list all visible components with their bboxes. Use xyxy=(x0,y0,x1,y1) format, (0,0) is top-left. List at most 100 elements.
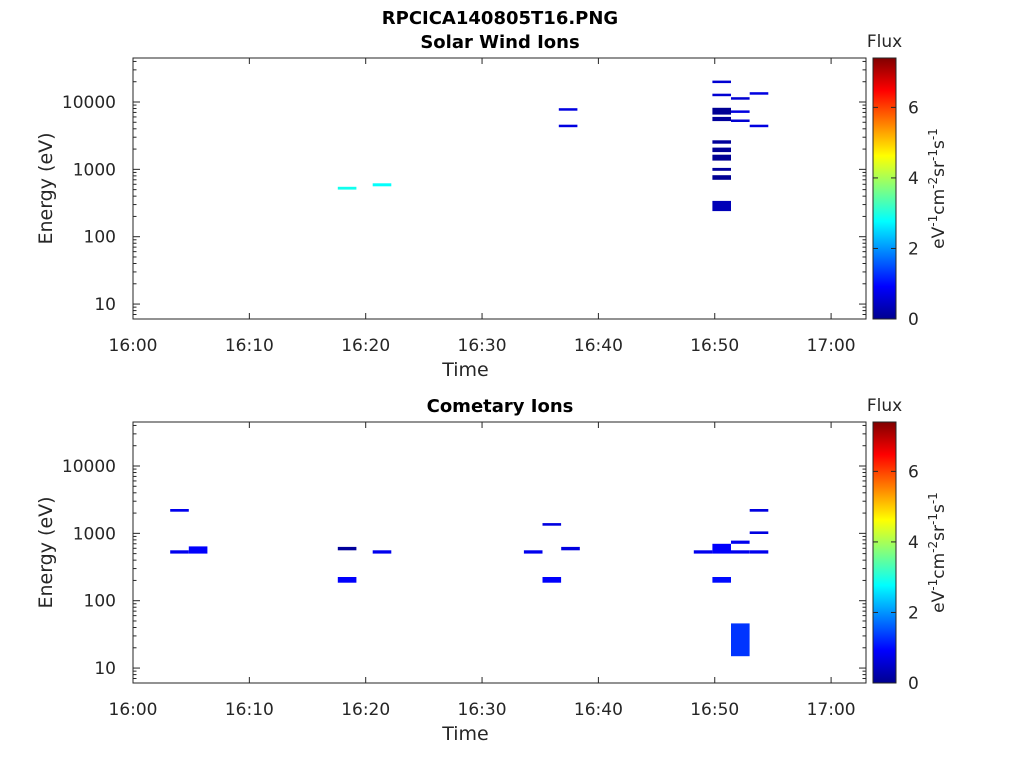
flux-cell xyxy=(372,183,392,187)
unit-text: eV xyxy=(929,226,949,248)
y-tick-label: 1000 xyxy=(73,160,116,180)
panel-title: Solar Wind Ions xyxy=(420,32,579,53)
x-tick-label: 16:00 xyxy=(109,700,158,720)
unit-superscript: -2 xyxy=(926,177,940,189)
x-tick-label: 16:20 xyxy=(341,700,390,720)
x-tick-label: 16:40 xyxy=(574,700,623,720)
y-axis-label: Energy (eV) xyxy=(35,496,57,608)
flux-cell xyxy=(712,147,731,153)
unit-text: cm xyxy=(929,553,949,579)
plot-area-frame xyxy=(132,421,867,684)
colorbar-tick-label: 4 xyxy=(908,533,919,553)
y-tick-label: 100 xyxy=(84,592,116,612)
flux-cell xyxy=(712,140,731,144)
y-axis-label: Energy (eV) xyxy=(35,132,57,244)
y-tick-label: 10000 xyxy=(62,93,116,113)
plot-area-frame xyxy=(132,57,867,320)
flux-cell xyxy=(749,124,769,128)
colorbar-unit-label: eV-1cm-2sr-1s-1 xyxy=(926,128,949,249)
flux-cell xyxy=(731,623,750,657)
flux-cell xyxy=(712,200,731,212)
x-tick-label: 16:10 xyxy=(225,700,274,720)
x-tick-label: 16:40 xyxy=(574,336,623,356)
colorbar-gradient xyxy=(872,421,897,684)
flux-cell xyxy=(337,577,357,583)
colorbar-tick-label: 0 xyxy=(908,310,919,330)
flux-cell xyxy=(731,540,750,544)
unit-superscript: -1 xyxy=(926,149,940,161)
y-tick-label: 100 xyxy=(84,228,116,248)
unit-superscript: -1 xyxy=(926,215,940,227)
x-tick-label: 17:00 xyxy=(807,700,856,720)
figure-title: RPCICA140805T16.PNG xyxy=(382,8,618,29)
flux-cell xyxy=(731,119,750,122)
flux-cell xyxy=(749,92,769,95)
flux-cell xyxy=(712,107,731,115)
flux-cell xyxy=(712,543,731,554)
flux-cell xyxy=(731,97,750,100)
flux-cell xyxy=(712,175,731,180)
flux-cell xyxy=(337,186,357,190)
flux-cell xyxy=(712,577,731,583)
unit-text: cm xyxy=(929,189,949,215)
unit-superscript: -1 xyxy=(926,492,940,504)
x-tick-label: 16:50 xyxy=(690,700,739,720)
x-axis-label: Time xyxy=(441,359,489,381)
flux-cell xyxy=(712,154,731,161)
flux-cell xyxy=(712,167,731,171)
flux-cell xyxy=(542,523,562,526)
x-axis-label: Time xyxy=(441,723,489,745)
flux-cell xyxy=(170,550,189,554)
colorbar-title: Flux xyxy=(867,32,902,52)
colorbar-title: Flux xyxy=(867,396,902,416)
unit-superscript: -1 xyxy=(926,128,940,140)
chart-panel-1: Solar Wind Ions 16:00 16:10 16:20 16:30 16:40… xyxy=(35,32,949,381)
data-cells xyxy=(337,80,769,212)
flux-cell xyxy=(542,577,562,583)
flux-cell xyxy=(749,531,769,534)
x-tick-label: 16:20 xyxy=(341,336,390,356)
flux-cell xyxy=(523,550,543,554)
x-tick-label: 16:50 xyxy=(690,336,739,356)
panel-title: Cometary Ions xyxy=(427,396,574,417)
colorbar-tick-label: 4 xyxy=(908,169,919,189)
flux-cell xyxy=(558,108,578,111)
unit-text: s xyxy=(929,504,949,513)
y-tick-label: 10 xyxy=(94,659,116,679)
unit-superscript: -2 xyxy=(926,541,940,553)
y-tick-label: 10000 xyxy=(62,457,116,477)
flux-cell xyxy=(693,550,713,554)
chart-panel-2: Cometary Ions 16:00 16:10 16:20 16:30 16:40 16… xyxy=(35,396,949,745)
flux-cell xyxy=(731,550,750,554)
x-tick-label: 16:30 xyxy=(458,700,507,720)
flux-cell xyxy=(561,546,580,551)
data-cells xyxy=(170,509,769,657)
unit-text: s xyxy=(929,140,949,149)
unit-superscript: -1 xyxy=(926,579,940,591)
flux-cell xyxy=(749,509,769,512)
colorbar-unit-label: eV-1cm-2sr-1s-1 xyxy=(926,492,949,613)
x-tick-label: 16:00 xyxy=(109,336,158,356)
colorbar-gradient xyxy=(872,57,897,320)
flux-cell xyxy=(712,80,731,84)
x-tick-label: 16:30 xyxy=(458,336,507,356)
flux-cell xyxy=(558,124,578,128)
x-tick-label: 17:00 xyxy=(807,336,856,356)
flux-cell xyxy=(749,550,769,554)
flux-cell xyxy=(188,546,208,554)
colorbar-tick-label: 6 xyxy=(908,98,919,118)
flux-cell xyxy=(372,550,392,554)
x-tick-label: 16:10 xyxy=(225,336,274,356)
y-tick-label: 1000 xyxy=(73,524,116,544)
flux-cell xyxy=(712,116,731,122)
flux-cell xyxy=(731,110,750,113)
unit-text: sr xyxy=(929,161,949,177)
flux-cell xyxy=(337,546,357,551)
unit-text: eV xyxy=(929,590,949,612)
unit-text: sr xyxy=(929,525,949,541)
colorbar-tick-label: 2 xyxy=(908,603,919,623)
flux-cell xyxy=(170,509,189,512)
